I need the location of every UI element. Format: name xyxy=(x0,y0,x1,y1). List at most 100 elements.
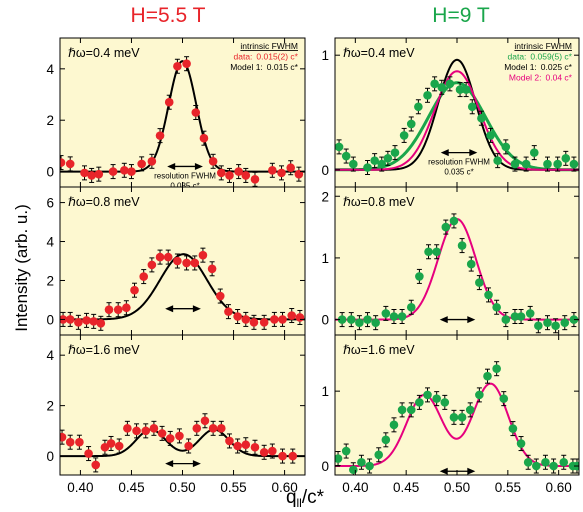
legend-entry-value: 0.059(5) c* xyxy=(530,52,572,62)
data-marker xyxy=(467,102,477,112)
data-point xyxy=(455,82,465,98)
resolution-label: resolution FWHM xyxy=(154,171,216,180)
data-marker xyxy=(215,291,225,301)
data-point xyxy=(521,156,531,172)
data-marker xyxy=(190,258,200,268)
legend-entry-label: Model 1: xyxy=(504,62,537,72)
data-marker xyxy=(493,156,502,165)
data-point xyxy=(184,438,193,454)
data-point xyxy=(569,312,579,328)
data-point xyxy=(268,443,277,459)
data-marker xyxy=(149,424,159,433)
data-point xyxy=(355,315,364,331)
data-marker xyxy=(123,424,132,433)
data-point xyxy=(363,312,372,328)
data-marker xyxy=(224,307,233,316)
data-point xyxy=(198,247,208,263)
data-point xyxy=(104,302,114,318)
data-points xyxy=(337,213,579,334)
data-point xyxy=(399,127,409,143)
data-marker xyxy=(65,159,75,169)
data-marker xyxy=(233,312,242,321)
legend-entry-label: intrinsic FWHM xyxy=(514,41,572,51)
data-point xyxy=(397,402,407,418)
data-marker xyxy=(424,247,433,257)
legend-entry: intrinsic FWHM xyxy=(240,41,298,51)
y-tick-label: 1 xyxy=(321,48,329,63)
y-tick-label: 2 xyxy=(321,189,329,204)
data-marker xyxy=(113,305,123,314)
data-point xyxy=(250,439,260,455)
data-marker xyxy=(461,85,471,94)
data-point xyxy=(259,314,269,330)
data-marker xyxy=(551,321,560,331)
data-point xyxy=(390,145,400,161)
data-marker xyxy=(208,424,218,433)
data-points xyxy=(60,56,304,187)
data-point xyxy=(155,249,165,265)
y-tick-label: 4 xyxy=(46,62,54,77)
data-marker xyxy=(259,318,269,327)
data-point xyxy=(139,269,149,285)
data-point xyxy=(65,434,75,450)
data-point xyxy=(87,167,96,183)
data-point xyxy=(510,156,520,172)
data-marker xyxy=(89,317,98,326)
data-marker xyxy=(250,174,260,184)
resolution-arrow xyxy=(439,316,476,324)
data-marker xyxy=(75,437,84,447)
column-title-h9: H=9 T xyxy=(432,4,490,27)
data-marker xyxy=(406,405,416,415)
data-point xyxy=(182,56,191,72)
data-marker xyxy=(250,442,260,452)
data-marker xyxy=(440,398,450,407)
data-point xyxy=(155,128,165,144)
data-points xyxy=(60,247,305,331)
x-axis-label-main: q xyxy=(286,487,297,508)
y-tick-label: 0 xyxy=(46,165,54,180)
data-marker xyxy=(363,315,372,324)
data-point xyxy=(65,156,75,172)
data-point xyxy=(346,312,356,328)
data-point xyxy=(106,435,116,451)
data-point xyxy=(516,436,526,452)
data-marker xyxy=(182,258,191,268)
data-point xyxy=(287,308,297,324)
data-marker xyxy=(335,142,344,152)
data-marker xyxy=(184,441,193,451)
data-marker xyxy=(147,157,157,166)
legend-entry: Model 2: 0.04 c* xyxy=(509,73,573,83)
data-point xyxy=(241,437,251,453)
arrow-head-left xyxy=(440,149,449,157)
data-point xyxy=(381,305,391,321)
data-marker xyxy=(225,171,234,180)
arrow-head-left xyxy=(165,305,174,313)
energy-label: ℏω=0.4 meV xyxy=(343,46,415,60)
data-point xyxy=(249,314,259,330)
data-marker xyxy=(516,439,526,448)
data-marker xyxy=(390,148,400,157)
data-marker xyxy=(477,113,486,123)
data-point xyxy=(149,420,159,436)
data-marker xyxy=(114,441,124,451)
arrow-head-left xyxy=(439,316,448,324)
legend-entry-value: 0.015(2) c* xyxy=(256,52,298,62)
data-marker xyxy=(521,159,531,169)
data-point xyxy=(486,127,495,143)
data-marker xyxy=(529,148,539,157)
data-point xyxy=(130,282,139,298)
data-point xyxy=(233,309,242,324)
data-point xyxy=(432,244,441,260)
data-point xyxy=(457,409,467,425)
y-tick-label: 4 xyxy=(46,348,54,363)
legend-entry: Model 1: 0.025 c* xyxy=(504,62,572,72)
data-marker xyxy=(108,167,118,176)
data-point xyxy=(357,454,366,470)
data-marker xyxy=(60,158,66,167)
panel-background xyxy=(335,187,579,335)
y-tick-label: 0 xyxy=(321,459,329,474)
data-marker xyxy=(441,222,451,232)
data-marker xyxy=(341,151,351,161)
